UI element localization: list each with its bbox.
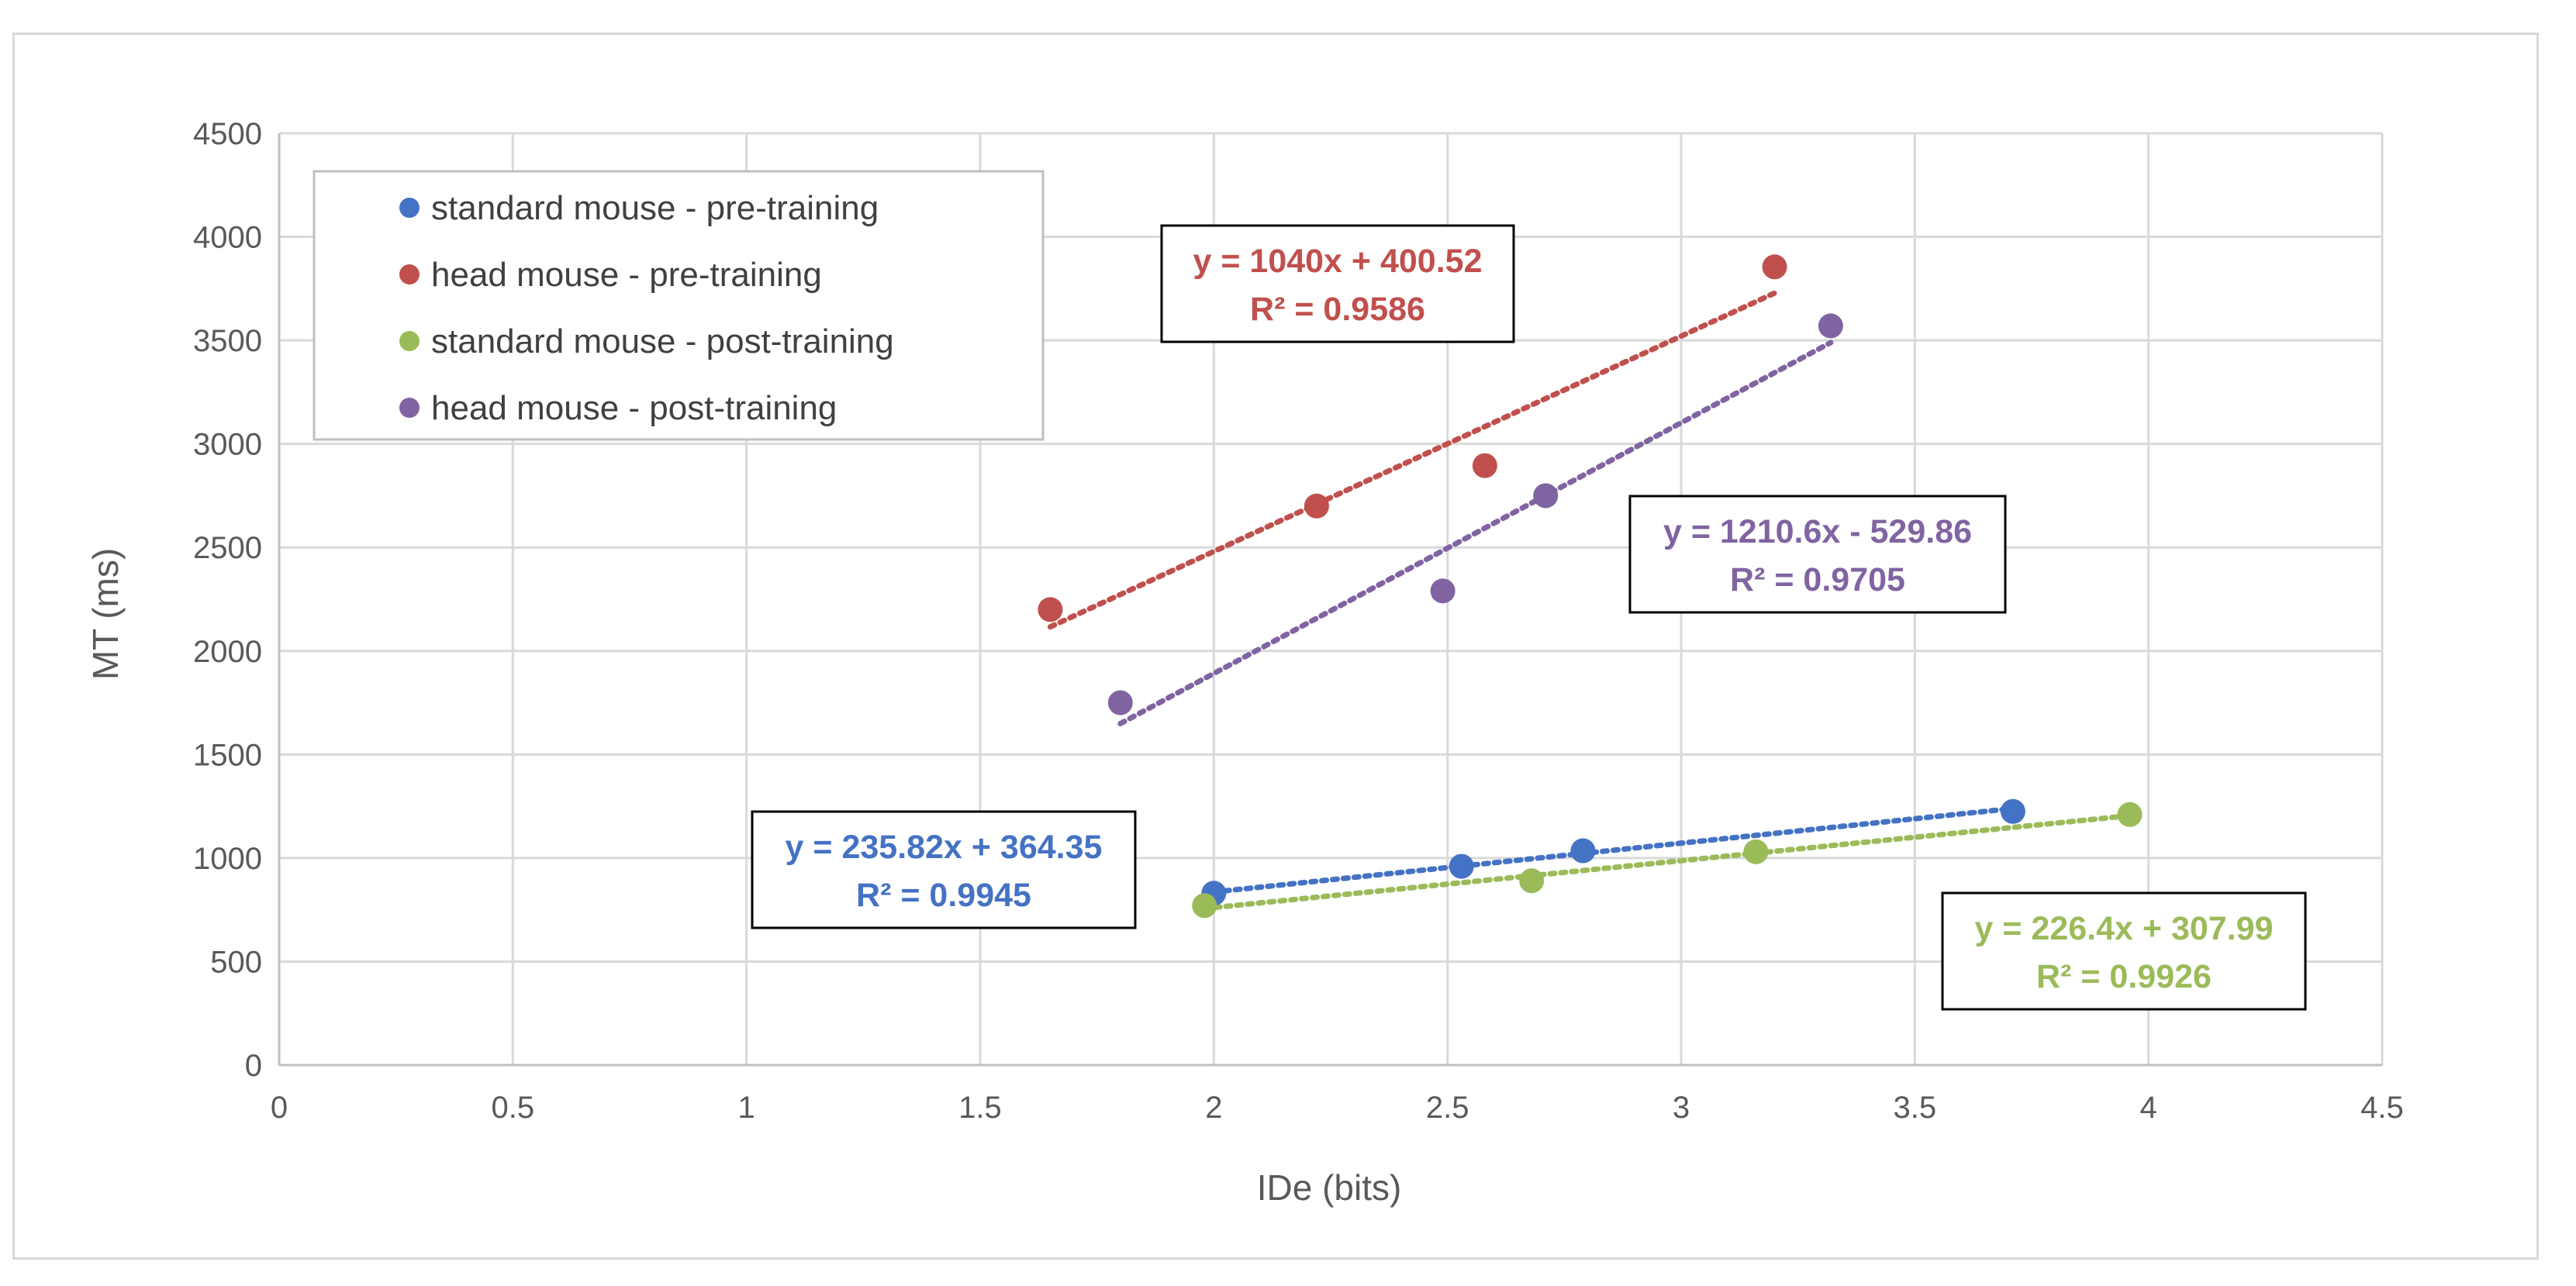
equation-box-border	[1941, 891, 2307, 1011]
x-tick-label: 2	[1205, 1091, 1222, 1125]
equation-box-2: y = 1040x + 400.52 R² = 0.9586	[1160, 224, 1515, 343]
data-point-series-3-4	[2117, 802, 2143, 827]
equation-box-border	[751, 810, 1137, 929]
trendlines	[1047, 290, 2133, 912]
data-point-series-3-3	[1743, 839, 1769, 864]
equation-box-3: y = 226.4x + 307.99 R² = 0.9926	[1941, 891, 2307, 1011]
data-point-series-2-3	[1472, 453, 1497, 478]
y-tick-label: 3500	[193, 324, 262, 358]
x-tick-label: 1.5	[958, 1091, 1002, 1125]
legend-label-1: standard mouse - pre-training	[431, 189, 879, 227]
y-tick-label: 0	[245, 1049, 262, 1083]
y-tick-label: 500	[210, 945, 262, 979]
data-point-series-4-1	[1107, 690, 1133, 715]
trendline-equation: y = 1040x + 400.52	[1193, 243, 1482, 280]
legend-marker-3	[399, 331, 420, 351]
r-squared-label: R² = 0.9705	[1730, 561, 1905, 598]
legend-marker-4	[399, 398, 420, 418]
tick-labels: 0 500 1000 1500 2000 2500 3000 3500 4000 4500 0 0.5…	[193, 117, 2404, 1125]
trendline-equation: y = 226.4x + 307.99	[1975, 910, 2274, 947]
data-point-series-2-4	[1762, 254, 1787, 280]
data-point-series-4-3	[1533, 483, 1559, 509]
x-tick-label: 2.5	[1426, 1091, 1469, 1125]
x-tick-label: 1	[738, 1091, 755, 1125]
equation-box-1: y = 235.82x + 364.35 R² = 0.9945	[751, 810, 1137, 929]
x-tick-label: 3	[1673, 1091, 1690, 1125]
y-tick-label: 2000	[193, 635, 262, 669]
x-tick-label: 4.5	[2360, 1091, 2404, 1125]
r-squared-label: R² = 0.9926	[2036, 958, 2212, 995]
trendline-3	[1201, 812, 2133, 912]
axes	[278, 133, 2382, 1067]
trendline-equations: y = 235.82x + 364.35 R² = 0.9945 y = 1040x…	[751, 224, 2307, 1011]
trendline-4	[1117, 340, 1834, 726]
x-tick-label: 3.5	[1894, 1091, 1937, 1125]
data-point-series-4-4	[1818, 313, 1843, 339]
legend-label-3: standard mouse - post-training	[431, 322, 894, 360]
data-point-series-3-2	[1519, 868, 1545, 894]
legend: standard mouse - pre-training head mouse …	[313, 170, 1045, 441]
data-point-series-1-3	[1570, 838, 1596, 864]
data-point-series-4-2	[1430, 578, 1455, 604]
data-point-series-2-1	[1038, 597, 1063, 622]
x-axis-title: IDe (bits)	[1257, 1167, 1402, 1208]
legend-marker-2	[399, 264, 420, 284]
data-point-series-1-2	[1449, 853, 1474, 879]
trendline-equation: y = 235.82x + 364.35	[786, 829, 1103, 866]
x-tick-label: 0	[271, 1091, 288, 1125]
legend-box	[313, 170, 1045, 441]
equation-box-border	[1628, 495, 2007, 614]
data-point-series-1-4	[2000, 798, 2025, 824]
trendline-2	[1047, 290, 1778, 630]
y-tick-label: 1000	[193, 842, 262, 876]
trendline-equation: y = 1210.6x - 529.86	[1663, 513, 1972, 550]
y-tick-label: 2500	[193, 531, 262, 565]
data-point-series-2-2	[1304, 493, 1329, 519]
y-tick-label: 3000	[193, 428, 262, 462]
y-tick-label: 4000	[193, 221, 262, 255]
y-tick-label: 4500	[193, 117, 262, 151]
r-squared-label: R² = 0.9945	[856, 877, 1031, 914]
y-tick-label: 1500	[193, 738, 262, 772]
x-tick-label: 0.5	[492, 1091, 535, 1125]
equation-box-border	[1160, 224, 1515, 343]
legend-label-4: head mouse - post-training	[431, 389, 837, 427]
legend-label-2: head mouse - pre-training	[431, 256, 822, 294]
data-points	[1038, 254, 2143, 919]
x-tick-label: 4	[2140, 1091, 2157, 1125]
y-axis-title: MT (ms)	[85, 548, 126, 680]
equation-box-4: y = 1210.6x - 529.86 R² = 0.9705	[1628, 495, 2007, 614]
legend-marker-1	[399, 198, 420, 218]
r-squared-label: R² = 0.9586	[1250, 291, 1425, 328]
trendline-1	[1210, 805, 2016, 895]
data-point-series-3-1	[1192, 893, 1217, 919]
